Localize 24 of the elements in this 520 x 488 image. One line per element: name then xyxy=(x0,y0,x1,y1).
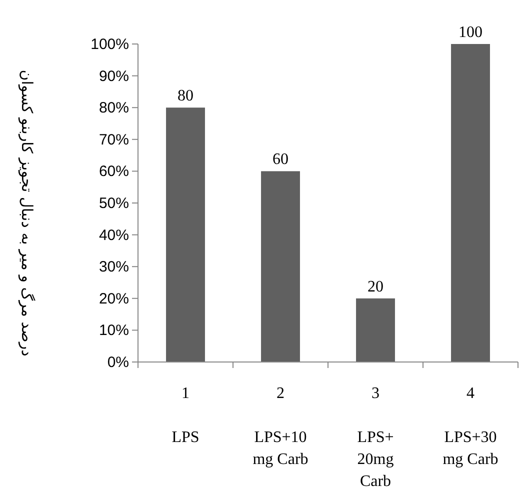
data-label: 80 xyxy=(178,88,194,105)
y-tick-label: 80% xyxy=(98,100,129,117)
text: LPS+10 mg Carb xyxy=(252,429,308,468)
y-tick-label: 30% xyxy=(98,258,129,276)
y-tick-label: 20% xyxy=(98,290,129,308)
y-tick-label: 50% xyxy=(98,195,129,212)
x-tick-label: 1 xyxy=(182,385,190,402)
y-tick-label: 100% xyxy=(90,36,129,53)
y-tick-label: 90% xyxy=(98,68,129,85)
text: LPS+ 20mg Carb xyxy=(357,429,394,488)
text: LPS xyxy=(172,429,200,446)
x-tick-label: 4 xyxy=(466,385,474,402)
y-tick-label: 10% xyxy=(98,322,129,340)
y-tick-label: 40% xyxy=(98,226,129,244)
y-axis-title: درصد مرگ و میر به دنبال تجویز کاربنو کسوان xyxy=(18,70,36,356)
text: LPS+30mg Carb xyxy=(442,429,498,468)
y-tick-label: 0% xyxy=(107,354,129,371)
x-tick-label: 3 xyxy=(372,385,380,402)
data-label: 100 xyxy=(458,24,482,41)
data-label: 60 xyxy=(272,151,288,168)
data-label: 20 xyxy=(368,278,384,296)
y-tick-label: 60% xyxy=(98,163,129,180)
x-tick-label: 2 xyxy=(276,385,284,402)
y-tick-label: 70% xyxy=(98,131,129,148)
